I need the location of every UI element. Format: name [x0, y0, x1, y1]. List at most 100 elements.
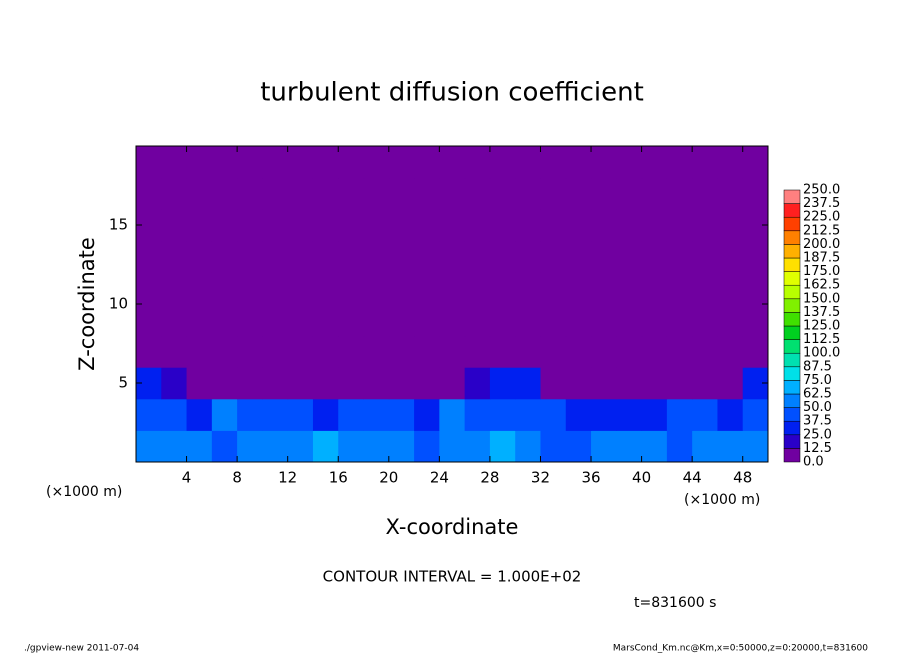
field-cell [565, 430, 592, 463]
field-cell [388, 240, 415, 273]
colorbar-label: 150.0 [803, 291, 840, 306]
field-cell [388, 304, 415, 337]
field-cell [363, 272, 390, 305]
y-tick-label: 10 [109, 295, 128, 313]
field-cell [591, 398, 617, 431]
field-cell [388, 335, 415, 368]
x-tick-label: 24 [430, 469, 449, 487]
field-cell [312, 367, 339, 400]
field-cell [161, 209, 188, 242]
field-cell [338, 398, 365, 431]
field-cell [742, 272, 769, 305]
field-cell [312, 240, 339, 273]
field-cell [489, 398, 516, 431]
field-cell [237, 177, 263, 210]
field-cell [439, 335, 466, 368]
field-cell [666, 335, 693, 368]
field-cell [262, 146, 289, 179]
colorbar-swatch [783, 244, 801, 259]
field-cell [388, 146, 415, 179]
x-tick-label: 48 [733, 469, 752, 487]
colorbar-swatch [783, 393, 801, 408]
field-cell [540, 272, 567, 305]
colorbar-label: 225.0 [803, 210, 840, 225]
colorbar-label: 87.5 [803, 359, 832, 374]
field-cell [591, 304, 617, 337]
field-cell [692, 209, 718, 242]
field-cell [186, 430, 213, 463]
x-tick-label: 32 [531, 469, 550, 487]
field-cell [161, 398, 188, 431]
field-cell [237, 430, 263, 463]
colorbar-swatch [783, 230, 801, 245]
field-cell [489, 430, 516, 463]
field-cell [515, 146, 541, 179]
field-cell [717, 240, 744, 273]
field-cell [414, 430, 440, 463]
footer: ./gpview-new 2011-07-04 [24, 644, 139, 654]
field-cell [489, 367, 516, 400]
field-cell [338, 209, 365, 242]
colorbar-swatch [783, 325, 801, 340]
field-cell [211, 430, 238, 463]
field-cell [338, 367, 365, 400]
field-cell [464, 398, 491, 431]
field-cell [515, 367, 541, 400]
field-cell [742, 335, 769, 368]
field-cell [414, 335, 440, 368]
field-cell [161, 304, 188, 337]
field-cell [666, 146, 693, 179]
field-cell [439, 177, 466, 210]
field-cell [692, 177, 718, 210]
colorbar-label: 237.5 [803, 196, 840, 211]
field-cell [161, 335, 188, 368]
field-cell [464, 209, 491, 242]
field-cell [692, 430, 718, 463]
colorbar-swatch [783, 216, 801, 232]
field-cell [211, 146, 238, 179]
field-cell [237, 209, 263, 242]
field-cell [363, 209, 390, 242]
field-cell [540, 146, 567, 179]
field-cell [591, 146, 617, 179]
field-cell [641, 430, 668, 463]
field-cell [262, 367, 289, 400]
colorbar-swatch [783, 448, 801, 463]
field-cell [666, 367, 693, 400]
field-cell [262, 304, 289, 337]
field-cell [742, 240, 769, 273]
colorbar-label: 125.0 [803, 319, 840, 334]
field-cell [692, 146, 718, 179]
field-cell [591, 177, 617, 210]
field-cell [717, 335, 744, 368]
field-cell [186, 240, 213, 273]
field-cell [540, 209, 567, 242]
colorbar-label: 212.5 [803, 223, 840, 238]
field-cell [161, 146, 188, 179]
field-cell [237, 398, 263, 431]
field-cell [565, 398, 592, 431]
field-cell [388, 398, 415, 431]
colorbar-swatch [783, 203, 801, 218]
chart-title: turbulent diffusion coefficient [260, 78, 644, 108]
x-axis-label: X-coordinate [386, 515, 519, 539]
field-cell [136, 177, 162, 210]
colorbar-swatch [783, 257, 801, 272]
field-cell [388, 209, 415, 242]
field-cell [287, 209, 314, 242]
colorbar-swatch [783, 434, 801, 449]
field-cell [641, 398, 668, 431]
x-tick-label: 20 [379, 469, 398, 487]
field-cell [666, 304, 693, 337]
x-tick-label: 36 [581, 469, 600, 487]
colorbar-label: 25.0 [803, 427, 832, 442]
colorbar-label: 175.0 [803, 264, 840, 279]
field-cell [464, 335, 491, 368]
colorbar-swatch [783, 352, 801, 368]
field-cell [742, 177, 769, 210]
field-cell [616, 398, 643, 431]
field-cell [591, 430, 617, 463]
field-cell [641, 335, 668, 368]
field-cell [616, 177, 643, 210]
